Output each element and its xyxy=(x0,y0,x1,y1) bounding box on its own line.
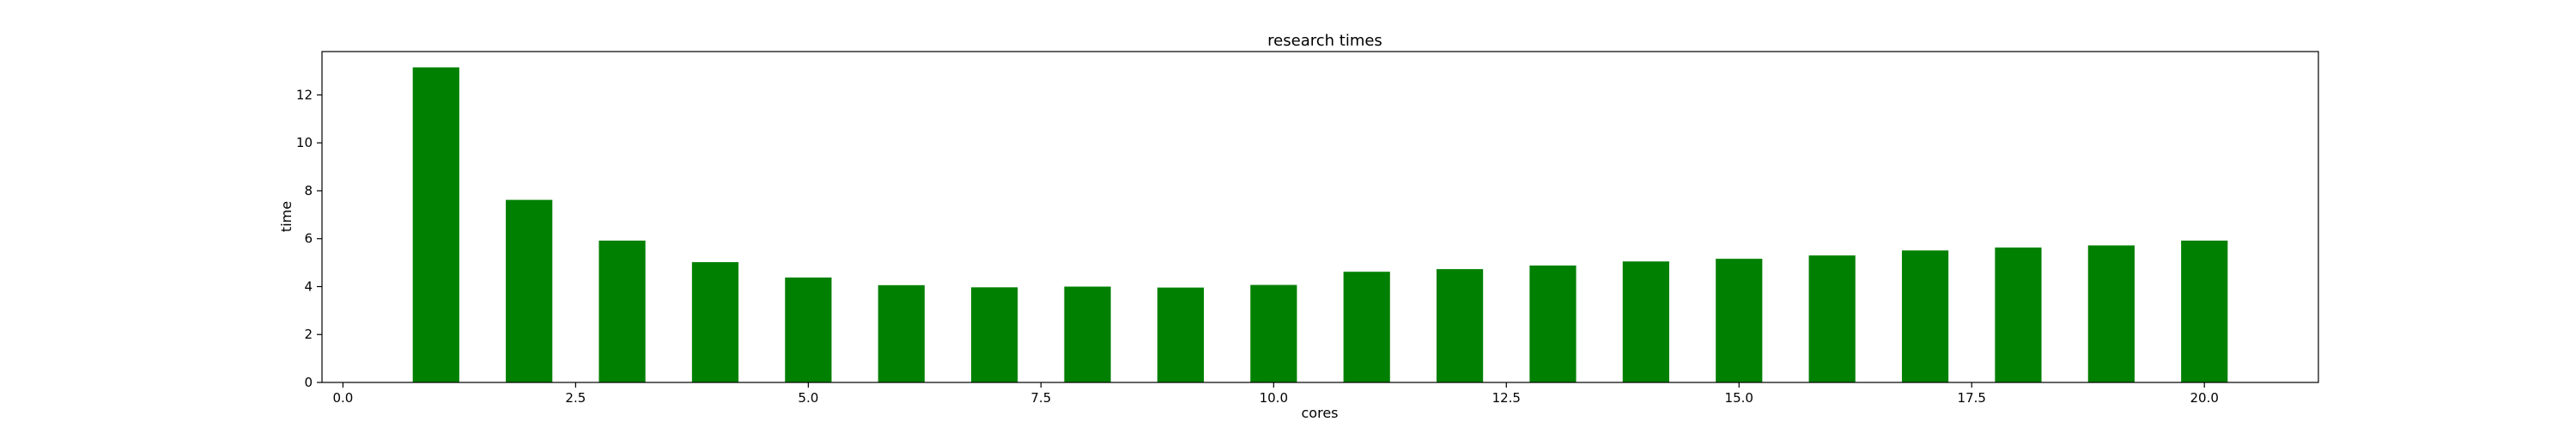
bar-cores-3 xyxy=(598,240,646,382)
bar-cores-19 xyxy=(2087,245,2135,382)
bars-group xyxy=(412,67,2228,382)
y-tick-label: 0 xyxy=(304,375,313,390)
x-tick-label: 7.5 xyxy=(1030,390,1051,406)
bar-cores-15 xyxy=(1716,259,1763,382)
y-axis-title: time xyxy=(278,201,295,232)
plot-frame xyxy=(321,51,2319,383)
x-tick-label: 12.5 xyxy=(1492,390,1521,406)
bar-cores-20 xyxy=(2181,240,2228,382)
bar-cores-2 xyxy=(506,199,553,382)
chart-title: research times xyxy=(1267,32,1382,50)
bar-cores-17 xyxy=(1901,250,1949,382)
bar-cores-5 xyxy=(785,277,832,382)
y-tick-label: 6 xyxy=(304,231,313,247)
bar-cores-7 xyxy=(971,287,1018,382)
bar-cores-14 xyxy=(1622,261,1669,382)
x-tick-label: 5.0 xyxy=(798,390,818,406)
x-tick-label: 20.0 xyxy=(2190,390,2219,406)
y-tick-label: 4 xyxy=(304,278,313,294)
bar-cores-1 xyxy=(412,67,459,382)
bar-cores-6 xyxy=(878,284,925,382)
bar-cores-10 xyxy=(1250,284,1297,382)
x-axis-title: cores xyxy=(1302,405,1339,421)
bar-cores-9 xyxy=(1157,287,1205,382)
y-axis-ticks: 0 2 4 6 8 10 12 xyxy=(296,87,322,390)
y-tick-label: 12 xyxy=(296,87,313,102)
x-tick-label: 10.0 xyxy=(1260,390,1288,406)
x-tick-label: 2.5 xyxy=(565,390,586,406)
y-tick-label: 2 xyxy=(304,327,313,342)
bar-cores-11 xyxy=(1343,272,1390,382)
bar-cores-12 xyxy=(1436,269,1484,382)
x-axis-ticks: 0.0 2.5 5.0 7.5 10.0 12.5 15.0 17.5 20.0 xyxy=(332,382,2219,406)
y-tick-label: 8 xyxy=(304,183,313,199)
x-tick-label: 15.0 xyxy=(1725,390,1753,406)
bar-cores-8 xyxy=(1064,286,1111,382)
x-tick-label: 17.5 xyxy=(1958,390,1986,406)
bar-cores-16 xyxy=(1808,255,1856,382)
bar-cores-13 xyxy=(1529,265,1577,382)
x-tick-label: 0.0 xyxy=(332,390,353,406)
y-tick-label: 10 xyxy=(296,135,313,150)
bar-cores-4 xyxy=(691,262,739,382)
bar-cores-18 xyxy=(1995,248,2042,382)
